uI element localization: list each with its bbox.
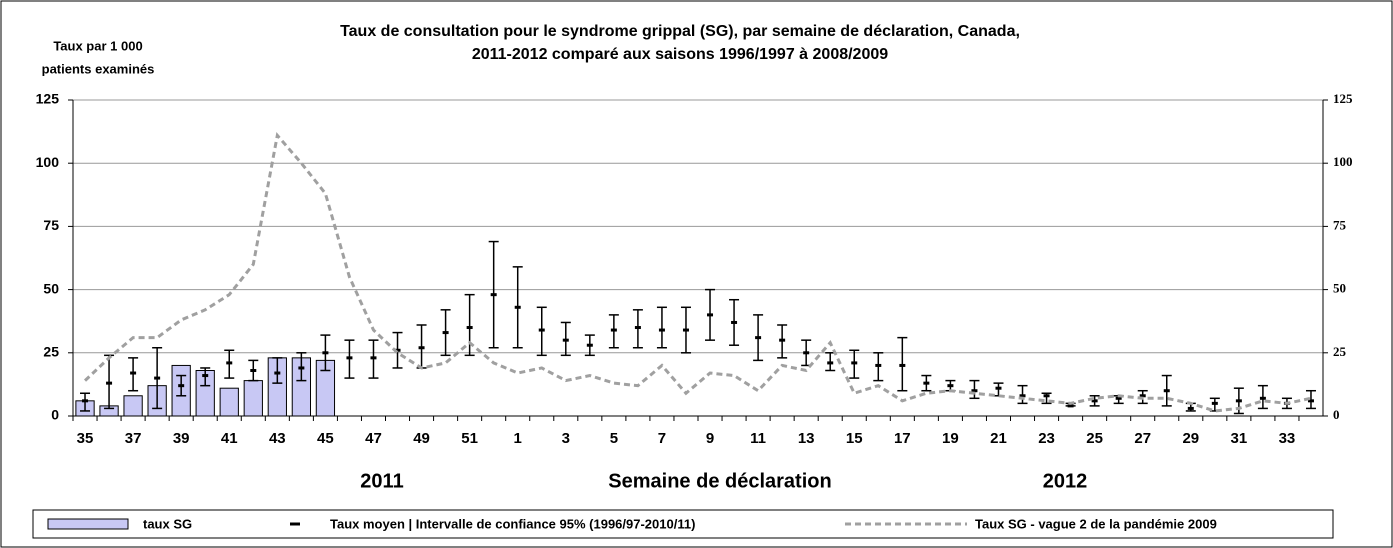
x-tick-label: 25 (1086, 430, 1103, 447)
legend-box (32, 509, 1334, 539)
bar (219, 387, 239, 417)
line (83, 132, 1312, 413)
legend-label: Taux moyen | Intervalle de confiance 95%… (330, 516, 695, 531)
x-tick-label: 3 (562, 430, 570, 447)
y-tick-label: 100 (36, 154, 60, 170)
x-tick-label: 43 (269, 430, 286, 447)
x-tick-label: 17 (894, 430, 911, 447)
y2-tick-label: 75 (1333, 217, 1347, 232)
x-tick-label: 21 (990, 430, 1007, 447)
x-tick-label: 45 (317, 430, 334, 447)
x-tick-label: 27 (1134, 430, 1151, 447)
y-tick-label: 75 (43, 217, 59, 233)
x-tick-label: 35 (77, 430, 94, 447)
x-axis-label: Semaine de déclaration (608, 470, 831, 492)
y-tick-label: 25 (43, 344, 59, 360)
y-axis-label: Taux par 1 000 (53, 38, 142, 53)
x-tick-label: 11 (750, 430, 766, 447)
x-tick-label: 49 (413, 430, 430, 447)
x-tick-label: 33 (1279, 430, 1296, 447)
x-tick-label: 47 (365, 430, 382, 447)
year-label: 2012 (1043, 470, 1088, 492)
legend-label: Taux SG - vague 2 de la pandémie 2009 (975, 516, 1217, 531)
x-tick-label: 7 (658, 430, 666, 447)
x-tick-label: 23 (1038, 430, 1055, 447)
y-tick-label: 0 (51, 407, 59, 423)
x-tick-label: 37 (125, 430, 142, 447)
y2-tick-label: 100 (1333, 154, 1353, 169)
x-tick-label: 31 (1231, 430, 1248, 447)
y2-tick-label: 50 (1333, 281, 1346, 296)
x-tick-label: 9 (706, 430, 714, 447)
bar (243, 380, 263, 417)
y2-tick-label: 25 (1333, 344, 1347, 359)
chart-title: Taux de consultation pour le syndrome gr… (340, 23, 1020, 40)
year-label: 2011 (360, 470, 403, 492)
x-tick-label: 13 (798, 430, 815, 447)
x-tick-label: 39 (173, 430, 190, 447)
legend-swatch (47, 518, 129, 530)
y-tick-label: 125 (36, 91, 60, 107)
x-tick-label: 29 (1182, 430, 1199, 447)
bar (123, 395, 143, 417)
x-tick-label: 5 (610, 430, 618, 447)
chart-title: 2011-2012 comparé aux saisons 1996/1997 … (472, 46, 888, 63)
x-tick-label: 51 (461, 430, 478, 447)
x-tick-label: 1 (514, 430, 522, 447)
legend-label: taux SG (143, 516, 192, 531)
y-tick-label: 50 (43, 280, 59, 296)
y-axis-label: patients examinés (42, 61, 155, 76)
y2-tick-label: 0 (1333, 407, 1340, 422)
y2-tick-label: 125 (1333, 91, 1353, 106)
x-tick-label: 19 (942, 430, 959, 447)
x-tick-label: 41 (221, 430, 238, 447)
x-tick-label: 15 (846, 430, 863, 447)
